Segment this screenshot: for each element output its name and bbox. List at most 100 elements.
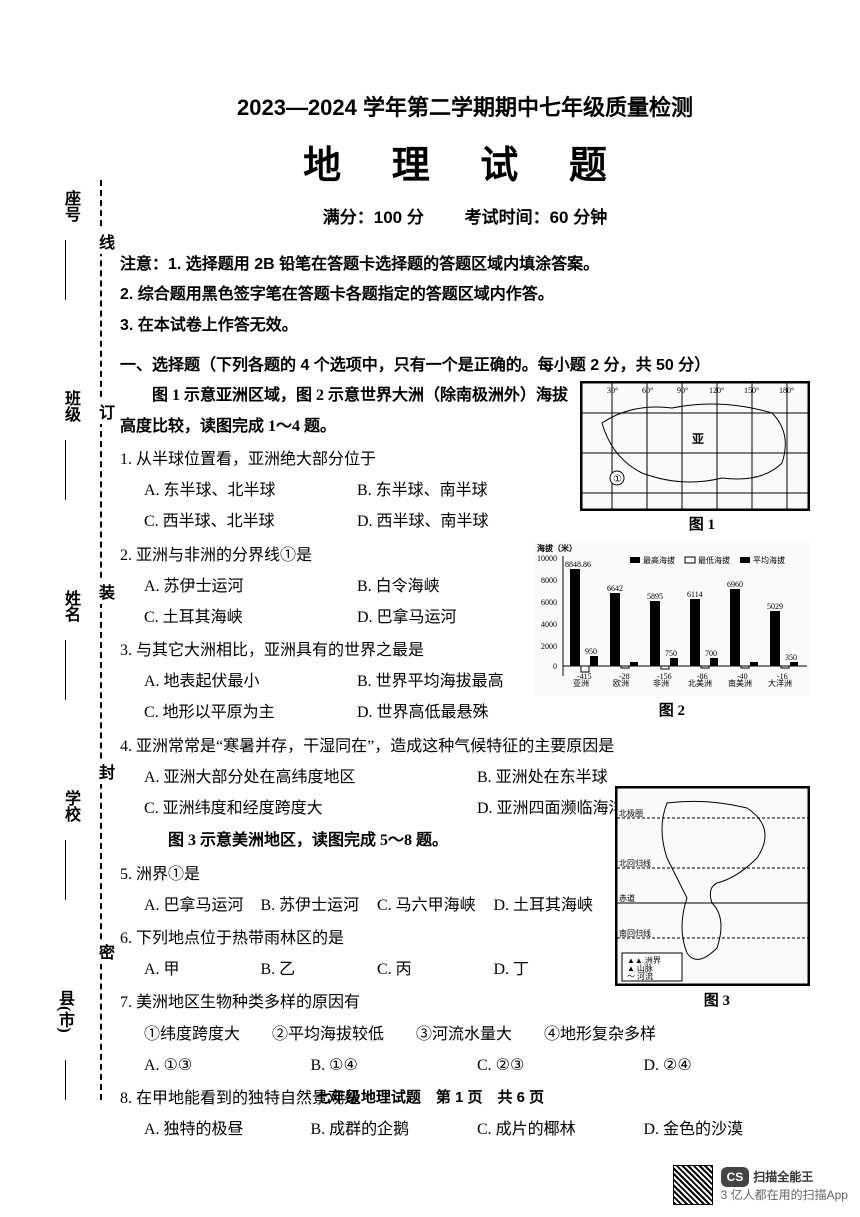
notice-row-1: 注意：1. 选择题用 2B 铅笔在答题卡选择题的答题区域内填涂答案。	[120, 250, 810, 280]
svg-text:～ 河流: ～ 河流	[627, 971, 653, 981]
svg-text:950: 950	[585, 647, 597, 656]
q6-stem: 6. 下列地点位于热带雨林区的是	[120, 923, 610, 954]
notice-block: 注意：1. 选择题用 2B 铅笔在答题卡选择题的答题区域内填涂答案。 2. 综合…	[120, 250, 810, 341]
qr-icon	[673, 1165, 713, 1205]
q4-opt-c: C. 亚洲纬度和经度跨度大	[144, 793, 477, 824]
svg-text:北极圈: 北极圈	[619, 808, 643, 818]
q5-stem: 5. 洲界①是	[120, 859, 610, 890]
super-title: 2023—2024 学年第二学期期中七年级质量检测	[120, 90, 810, 122]
q6-opt-c: C. 丙	[377, 954, 494, 985]
content-area: 亚 ① 30° 60° 90° 120° 150° 180° 图 1 海拔（米）…	[120, 381, 810, 1145]
question-3: 3. 与其它大洲相比，亚洲具有的世界之最是 A. 地表起伏最小 B. 世界平均海…	[120, 635, 570, 729]
svg-text:5895: 5895	[647, 592, 663, 601]
svg-text:-28: -28	[619, 672, 630, 681]
svg-text:5029: 5029	[767, 602, 783, 611]
figure3-caption: 图 3	[704, 989, 730, 1010]
figure1-caption: 图 1	[689, 513, 715, 534]
svg-text:最低海拔: 最低海拔	[698, 555, 730, 565]
svg-text:6642: 6642	[607, 584, 623, 593]
svg-text:亚: 亚	[692, 432, 704, 446]
q1-opt-d: D. 西半球、南半球	[357, 506, 570, 537]
intro-1: 图 1 示意亚洲区域，图 2 示意世界大洲（除南极洲外）海拔高度比较，读图完成 …	[120, 381, 570, 442]
svg-text:6000: 6000	[541, 598, 557, 607]
q5-opt-b: B. 苏伊士运河	[261, 890, 378, 921]
svg-text:海拔（米）: 海拔（米）	[537, 543, 577, 553]
question-1: 1. 从半球位置看，亚洲绝大部分位于 A. 东半球、北半球 B. 东半球、南半球…	[120, 444, 570, 538]
q6-opt-b: B. 乙	[261, 954, 378, 985]
svg-text:南回归线: 南回归线	[619, 928, 651, 938]
q7-opt-c: C. ②③	[477, 1050, 644, 1081]
svg-text:最高海拔: 最高海拔	[643, 555, 675, 565]
svg-text:-156: -156	[657, 672, 672, 681]
figure-3: 北极圈 北回归线 赤道 南回归线 ▲▲ 洲界 ▲ 山脉 ～ 河流	[615, 786, 810, 986]
figure2-caption: 图 2	[659, 699, 685, 720]
q3-opt-c: C. 地形以平原为主	[144, 697, 357, 728]
svg-text:60°: 60°	[642, 386, 653, 395]
q4-stem: 4. 亚洲常常是“寒暑并存，干湿同在”，造成这种气候特征的主要原因是	[120, 731, 810, 762]
q8-opt-b: B. 成群的企鹅	[311, 1114, 478, 1145]
notice-2: 2. 综合题用黑色签字笔在答题卡各题指定的答题区域内作答。	[120, 280, 810, 310]
svg-text:750: 750	[665, 649, 677, 658]
svg-text:-86: -86	[697, 672, 708, 681]
svg-text:10000: 10000	[537, 554, 557, 563]
q2-stem: 2. 亚洲与非洲的分界线①是	[120, 540, 570, 571]
wm-app: 扫描全能王	[753, 1170, 813, 1184]
svg-text:4000: 4000	[541, 620, 557, 629]
svg-text:赤道: 赤道	[619, 893, 635, 903]
figure-2: 海拔（米） 10000 8000 6000 4000 2000 0 最高海拔 最…	[535, 541, 810, 696]
svg-text:700: 700	[705, 649, 717, 658]
notice-1: 1. 选择题用 2B 铅笔在答题卡选择题的答题区域内填涂答案。	[168, 256, 599, 273]
svg-text:8848.86: 8848.86	[565, 560, 591, 569]
q3-opt-d: D. 世界高低最悬殊	[357, 697, 570, 728]
q3-stem: 3. 与其它大洲相比，亚洲具有的世界之最是	[120, 635, 570, 666]
svg-text:-16: -16	[777, 672, 788, 681]
svg-text:90°: 90°	[677, 386, 688, 395]
q5-opt-a: A. 巴拿马运河	[144, 890, 261, 921]
svg-text:6960: 6960	[727, 580, 743, 589]
q7-sub: ①纬度跨度大 ②平均海拔较低 ③河流水量大 ④地形复杂多样	[120, 1019, 810, 1050]
q7-opt-d: D. ②④	[644, 1050, 811, 1081]
svg-text:平均海拔: 平均海拔	[753, 555, 785, 565]
svg-text:8000: 8000	[541, 576, 557, 585]
full-score: 满分：100 分	[323, 208, 424, 227]
q5-opt-c: C. 马六甲海峡	[377, 890, 494, 921]
q3-opt-a: A. 地表起伏最小	[144, 666, 357, 697]
section1-title: 一、选择题（下列各题的 4 个选项中，只有一个是正确的。每小题 2 分，共 50…	[120, 351, 810, 375]
q8-opt-a: A. 独特的极昼	[144, 1114, 311, 1145]
meta-line: 满分：100 分 考试时间：60 分钟	[120, 203, 810, 228]
svg-text:30°: 30°	[607, 386, 618, 395]
q1-opt-b: B. 东半球、南半球	[357, 475, 570, 506]
svg-text:-415: -415	[577, 672, 592, 681]
question-6: 6. 下列地点位于热带雨林区的是 A. 甲 B. 乙 C. 丙 D. 丁	[120, 923, 610, 985]
q7-opt-b: B. ①④	[311, 1050, 478, 1081]
svg-text:北回归线: 北回归线	[619, 858, 651, 868]
duration: 考试时间：60 分钟	[465, 208, 608, 227]
wm-badge: CS	[721, 1167, 750, 1187]
svg-text:2000: 2000	[541, 642, 557, 651]
notice-prefix: 注意：	[120, 256, 168, 273]
q5-opt-d: D. 土耳其海峡	[494, 890, 611, 921]
q8-opt-d: D. 金色的沙漠	[644, 1114, 811, 1145]
svg-text:350: 350	[785, 653, 797, 662]
q4-opt-a: A. 亚洲大部分处在高纬度地区	[144, 762, 477, 793]
q2-opt-c: C. 土耳其海峡	[144, 602, 357, 633]
q1-opt-a: A. 东半球、北半球	[144, 475, 357, 506]
svg-text:6114: 6114	[687, 590, 703, 599]
page-footer: 七年级地理试题 第 1 页 共 6 页	[0, 1086, 860, 1107]
q1-stem: 1. 从半球位置看，亚洲绝大部分位于	[120, 444, 570, 475]
figure-1: 亚 ① 30° 60° 90° 120° 150° 180°	[580, 381, 810, 511]
wm-sub: 3 亿人都在用的扫描App	[721, 1186, 848, 1203]
q1-opt-c: C. 西半球、北半球	[144, 506, 357, 537]
q7-opt-a: A. ①③	[144, 1050, 311, 1081]
svg-text:①: ①	[613, 474, 622, 485]
main-title: 地 理 试 题	[120, 134, 810, 189]
svg-text:0: 0	[553, 662, 557, 671]
q8-opt-c: C. 成片的椰林	[477, 1114, 644, 1145]
q2-opt-a: A. 苏伊士运河	[144, 571, 357, 602]
q6-opt-d: D. 丁	[494, 954, 611, 985]
scanner-watermark: CS 扫描全能王 3 亿人都在用的扫描App	[673, 1165, 848, 1205]
q6-opt-a: A. 甲	[144, 954, 261, 985]
svg-text:-40: -40	[737, 672, 748, 681]
svg-text:120°: 120°	[709, 386, 724, 395]
question-5: 5. 洲界①是 A. 巴拿马运河 B. 苏伊士运河 C. 马六甲海峡 D. 土耳…	[120, 859, 610, 921]
